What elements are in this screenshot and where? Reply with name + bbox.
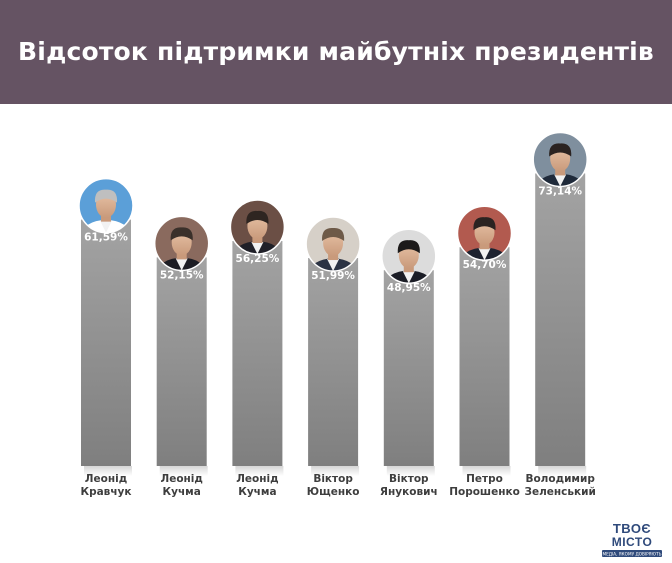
bar (535, 173, 586, 466)
bar-shadow (386, 466, 435, 476)
site-logo: ТВОЄ МІСТО МЕДІА, ЯКОМУ ДОВІРЯЮТЬ (602, 521, 662, 557)
logo-text-bottom: МІСТО (612, 535, 653, 549)
bar-shadow (84, 466, 132, 476)
value-label: 54,70% (463, 259, 507, 271)
candidate-avatar (153, 215, 210, 272)
bar-shadow (538, 466, 587, 476)
bar-shadow (159, 466, 208, 476)
bar-shadow (235, 466, 284, 476)
value-label: 52,15% (160, 269, 204, 281)
candidate-avatar (381, 228, 437, 284)
bar (81, 219, 131, 466)
value-label: 51,99% (311, 270, 355, 282)
category-label: Петро Порошенко (449, 473, 520, 498)
value-label: 48,95% (387, 282, 431, 294)
bar-shadow (311, 466, 360, 476)
candidate-avatar (78, 177, 134, 234)
logo-tagline-strip (602, 550, 662, 557)
category-label: Віктор Янукович (379, 473, 438, 498)
bar (459, 247, 510, 466)
category-label: Леонід Кравчук (80, 473, 132, 498)
bar-chart: 61,59% 52,15% 56,25% 51,99% 48,95% 54,70% 73,1… (78, 131, 588, 476)
category-label: Леонід Кучма (160, 473, 203, 498)
bar (308, 258, 359, 466)
category-labels: Леонід Кравчук Леонід Кучма Леонід Кучма Ві… (0, 473, 672, 523)
bar-shadow (462, 466, 511, 476)
logo-tagline: МЕДІА, ЯКОМУ ДОВІРЯЮТЬ (602, 551, 661, 556)
category-label: Віктор Ющенко (306, 473, 360, 498)
value-label: 61,59% (84, 232, 128, 244)
bar (156, 257, 207, 466)
candidate-avatar (532, 131, 588, 188)
bar (383, 270, 434, 466)
category-label: Леонід Кучма (236, 473, 279, 498)
value-label: 73,14% (538, 185, 582, 197)
candidate-avatar (305, 216, 361, 272)
candidate-avatar (456, 205, 513, 261)
bar (232, 241, 283, 466)
title-banner: Відсоток підтримки майбутніх президентів (0, 0, 672, 104)
logo-text-top: ТВОЄ (613, 521, 651, 536)
chart-title: Відсоток підтримки майбутніх президентів (18, 37, 654, 66)
value-label: 56,25% (236, 253, 280, 265)
category-label: Володимир Зеленський (524, 473, 596, 498)
candidate-avatar (229, 199, 286, 255)
